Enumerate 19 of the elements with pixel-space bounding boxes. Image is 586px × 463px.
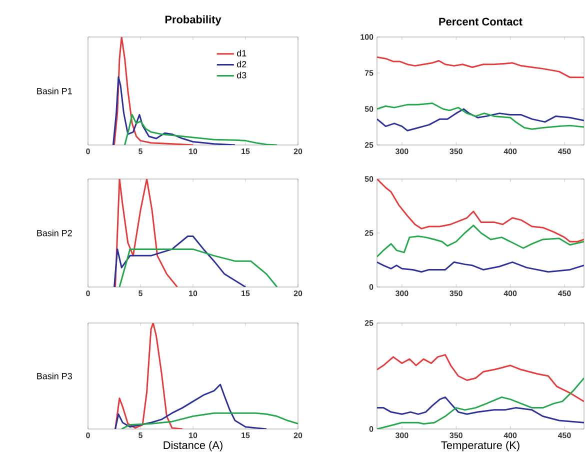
y-axis-title: Basin P2 — [37, 230, 72, 236]
x-axis-title: Distance (A) — [164, 441, 222, 452]
line-series — [377, 396, 584, 424]
line-series — [377, 56, 584, 78]
line-series — [377, 179, 584, 242]
legend-label: d3 — [237, 72, 246, 78]
chart-title: Probability — [165, 15, 222, 26]
line-series — [377, 377, 584, 429]
x-axis-title: Temperature (K) — [441, 441, 520, 452]
line-series — [377, 102, 584, 130]
chart-title: Percent Contact — [439, 18, 522, 26]
legend-label: d2 — [237, 60, 246, 68]
line-series — [377, 261, 584, 273]
line-series — [377, 224, 584, 258]
line-series — [377, 354, 584, 402]
line-series — [377, 108, 584, 132]
legend-label: d1 — [237, 50, 246, 56]
y-axis-title: Basin P3 — [37, 372, 72, 380]
y-axis-title: Basin P1 — [37, 88, 72, 94]
